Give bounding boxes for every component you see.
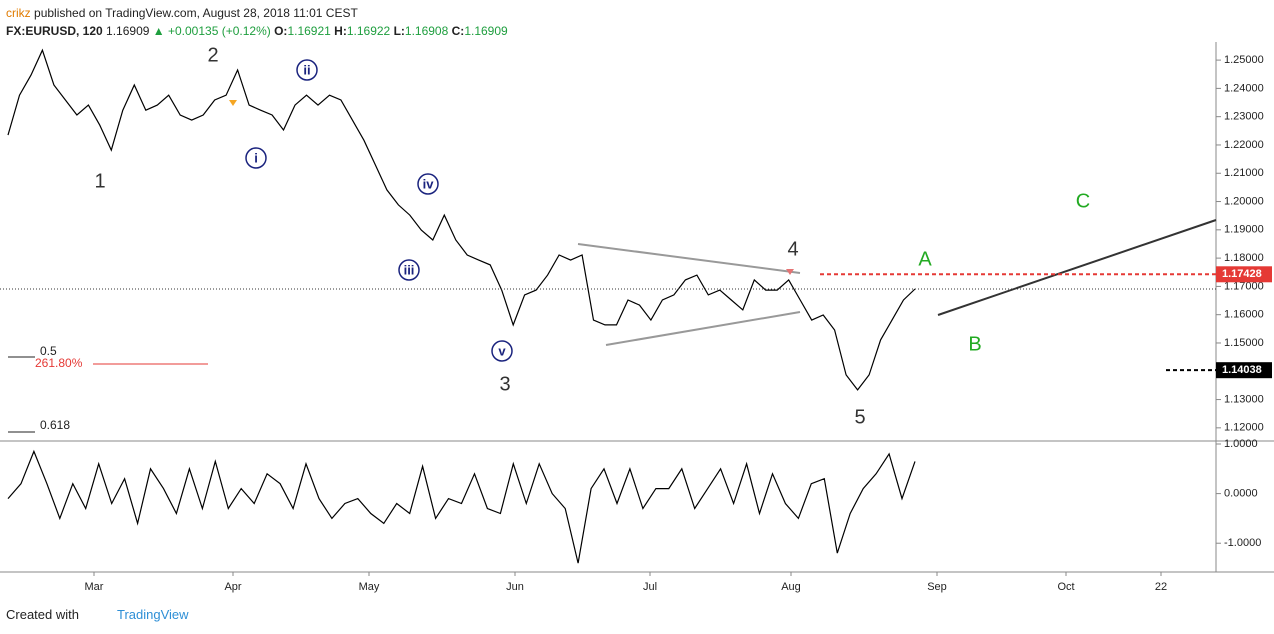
wave-label: 3 — [499, 373, 510, 395]
subwave-label: ii — [303, 62, 310, 77]
price-line — [7, 449, 916, 564]
footer: Created with TradingView — [6, 607, 189, 622]
x-tick-label: Oct — [1057, 581, 1074, 593]
ohlc: O:1.16921 H:1.16922 L:1.16908 C:1.16909 — [274, 24, 508, 38]
x-tick-label: Jun — [506, 581, 524, 593]
ohlc-value: 1.16922 — [346, 24, 391, 38]
change: ▲ +0.00135 (+0.12%) — [152, 24, 271, 38]
fib-label: 0.5 — [40, 344, 57, 358]
ohlc-label: C: — [451, 24, 465, 38]
author[interactable]: crikz — [6, 6, 31, 20]
y-tick-label: 1.20000 — [1224, 195, 1264, 207]
corrective-label: A — [918, 248, 932, 270]
y-tick-label: 1.24000 — [1224, 82, 1264, 94]
ohlc-value: 1.16921 — [287, 24, 331, 38]
created: Created with — [6, 607, 79, 622]
x-tick-label: Jul — [643, 581, 657, 593]
y-tick-label: 1.25000 — [1224, 54, 1264, 66]
symbol-line: FX:EURUSD, 120 1.16909 ▲ +0.00135 (+0.12… — [6, 22, 508, 40]
corrective-label: B — [968, 333, 981, 355]
y-tick-label: 1.0000 — [1224, 438, 1258, 450]
x-tick-label: Sep — [927, 581, 947, 593]
x-tick-label: 22 — [1155, 581, 1167, 593]
wave-label: 1 — [94, 170, 105, 192]
y-tick-label: 1.15000 — [1224, 337, 1264, 349]
subwave-label: v — [498, 343, 506, 358]
subwave-label: iii — [404, 262, 415, 277]
y-tick-label: 1.13000 — [1224, 393, 1264, 405]
fib-label: 261.80% — [35, 356, 83, 370]
y-tick-label: 1.23000 — [1224, 111, 1264, 123]
marker — [786, 269, 794, 275]
subwave-circle — [491, 340, 513, 362]
x-tick-label: Aug — [781, 581, 801, 593]
publish-line: crikz published on TradingView.com, Augu… — [6, 4, 508, 22]
subwave-label: i — [254, 150, 258, 165]
marker — [229, 100, 237, 106]
symbol: FX:EURUSD, 120 — [6, 24, 103, 38]
fib-label: 0.618 — [40, 418, 70, 432]
y-tick-label: 1.16000 — [1224, 309, 1264, 321]
chart: 1.120001.130001.140001.150001.160001.170… — [0, 42, 1274, 593]
ohlc-value: 1.16908 — [404, 24, 449, 38]
y-tick-label: 1.21000 — [1224, 167, 1264, 179]
level-box — [1216, 266, 1272, 283]
header: crikz published on TradingView.com, Augu… — [6, 4, 508, 40]
x-tick-label: May — [359, 581, 380, 593]
y-tick-label: 0.0000 — [1224, 488, 1258, 500]
x-tick-label: Apr — [224, 581, 241, 593]
subwave-circle — [398, 259, 420, 281]
brand[interactable]: TradingView — [116, 607, 189, 622]
wave-label: 2 — [207, 44, 218, 66]
level-box — [1216, 362, 1272, 379]
y-tick-label: 1.17000 — [1224, 280, 1264, 292]
level-label: 1.17428 — [1222, 268, 1262, 280]
projection-line — [937, 219, 1217, 316]
wave-label: 4 — [787, 238, 798, 260]
triangle-lower — [605, 311, 801, 346]
last: 1.16909 — [106, 24, 150, 38]
price-line — [7, 48, 916, 391]
subwave-circle — [296, 59, 318, 81]
y-tick-label: 1.12000 — [1224, 422, 1264, 434]
wave-label: 5 — [854, 406, 865, 428]
subwave-circle — [417, 173, 439, 195]
ohlc-label: O: — [274, 24, 288, 38]
triangle-upper — [577, 243, 801, 274]
y-tick-label: 1.22000 — [1224, 139, 1264, 151]
level-label: 1.14038 — [1222, 364, 1262, 376]
ohlc-label: H: — [334, 24, 347, 38]
subwave-circle — [245, 147, 267, 169]
published: published on TradingView.com, August 28,… — [34, 6, 358, 20]
corrective-label: C — [1076, 190, 1090, 212]
y-tick-label: 1.18000 — [1224, 252, 1264, 264]
y-tick-label: -1.0000 — [1224, 537, 1261, 549]
y-tick-label: 1.19000 — [1224, 224, 1264, 236]
ohlc-value: 1.16909 — [464, 24, 508, 38]
subwave-label: iv — [423, 176, 435, 191]
x-tick-label: Mar — [85, 581, 104, 593]
ohlc-label: L: — [393, 24, 405, 38]
